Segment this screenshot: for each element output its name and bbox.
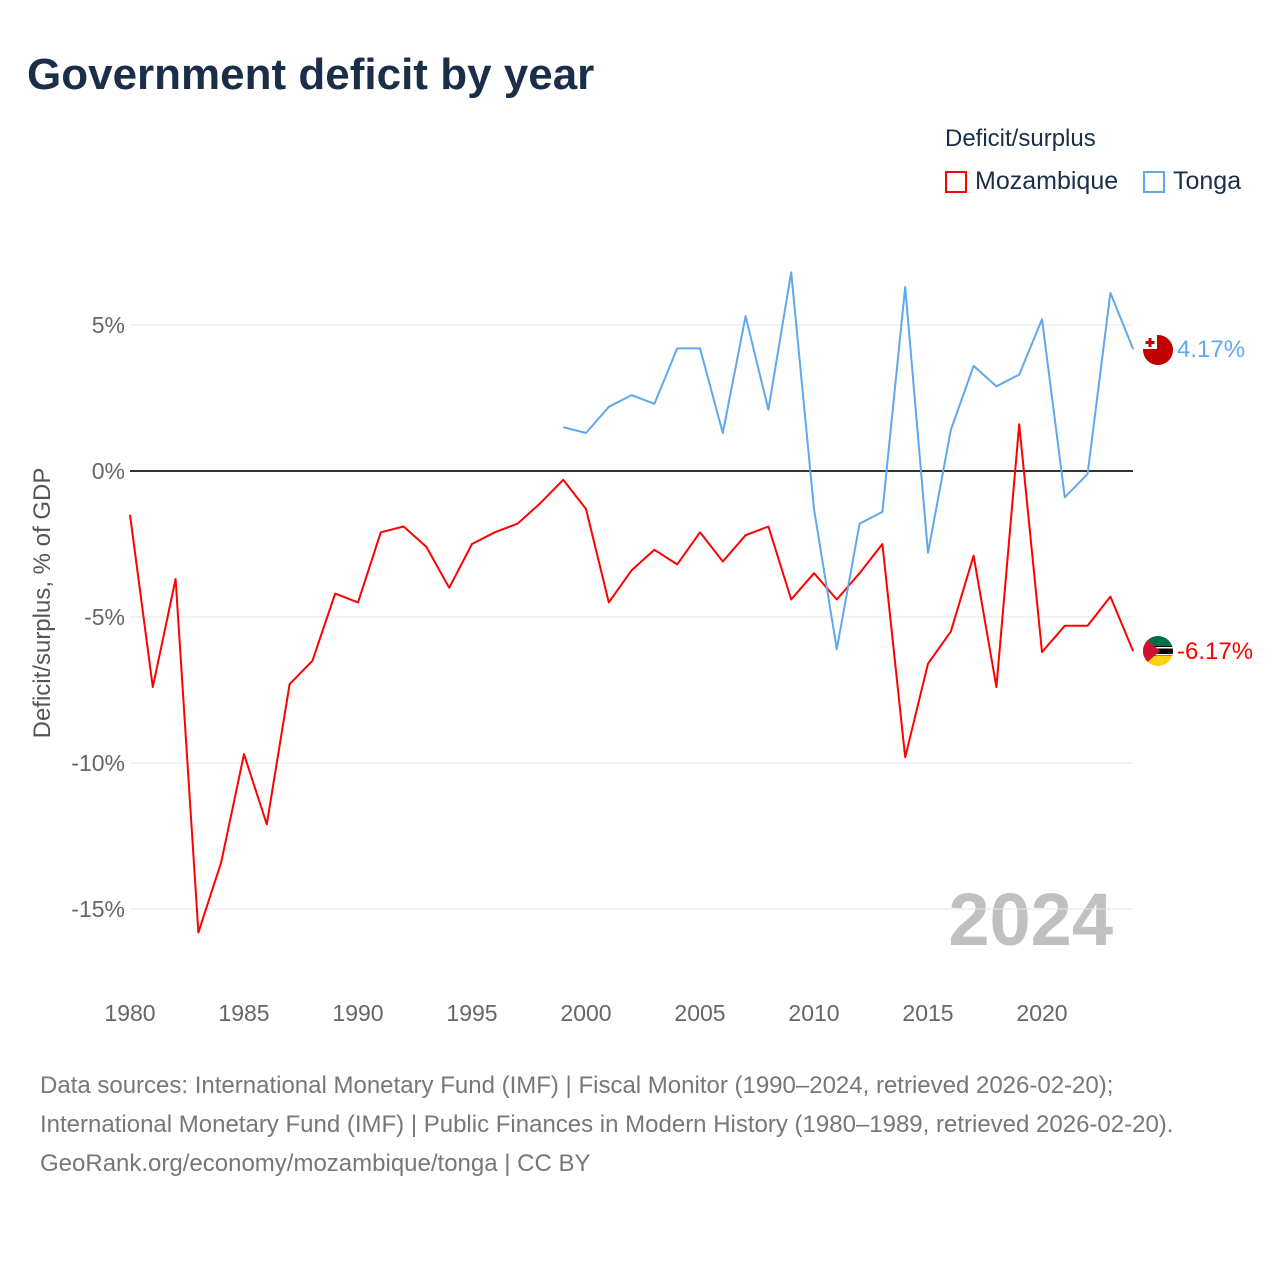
footer: Data sources: International Monetary Fun… <box>40 1066 1240 1183</box>
end-label-tonga: 4.17% <box>1177 336 1245 363</box>
chart-title: Government deficit by year <box>27 50 595 99</box>
x-tick-label: 1990 <box>332 1000 383 1026</box>
x-tick-label: 2015 <box>902 1000 953 1026</box>
legend-title: Deficit/surplus <box>945 125 1096 152</box>
y-tick-label: 5% <box>92 312 125 338</box>
data-sources: Data sources: International Monetary Fun… <box>40 1072 1174 1138</box>
y-tick-label: -10% <box>71 750 125 776</box>
legend-swatch-tonga <box>1143 170 1165 193</box>
legend-item-mozambique[interactable]: Mozambique <box>945 167 1118 196</box>
series-line-mozambique <box>129 423 1135 934</box>
credit-link[interactable]: GeoRank.org/economy/mozambique/tonga | C… <box>40 1150 591 1177</box>
x-tick-label: 2000 <box>560 1000 611 1026</box>
legend-label: Mozambique <box>975 167 1119 195</box>
y-tick-label: -15% <box>71 896 125 922</box>
legend-swatch-mozambique <box>945 170 967 193</box>
flag-tonga-icon <box>1143 335 1173 365</box>
year-watermark: 2024 <box>948 878 1113 961</box>
series-line-tonga <box>562 271 1135 651</box>
x-tick-label: 1985 <box>218 1000 269 1026</box>
end-label-mozambique: -6.17% <box>1177 638 1253 665</box>
legend-label: Tonga <box>1173 167 1242 195</box>
flag-mozambique-icon <box>1143 636 1173 666</box>
x-tick-label: 2005 <box>674 1000 725 1026</box>
x-tick-label: 2020 <box>1016 1000 1067 1026</box>
y-tick-label: -5% <box>84 604 125 630</box>
y-tick-label: 0% <box>92 458 125 484</box>
x-tick-label: 2010 <box>788 1000 839 1026</box>
legend-item-tonga[interactable]: Tonga <box>1143 167 1241 196</box>
x-tick-label: 1980 <box>104 1000 155 1026</box>
y-axis-label: Deficit/surplus, % of GDP <box>29 468 56 739</box>
x-tick-label: 1995 <box>446 1000 497 1026</box>
